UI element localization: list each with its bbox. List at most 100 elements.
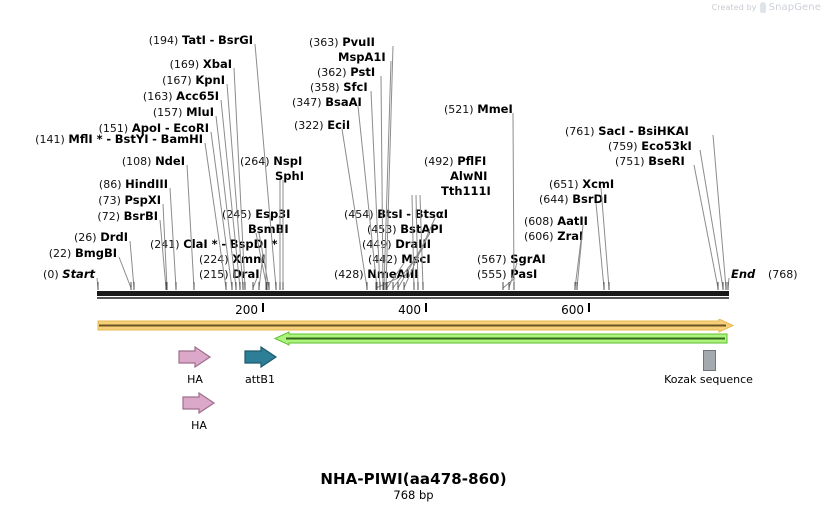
enzyme-label-mfli-bstyi-bamhi[interactable]: (141) MflI * - BstYI - BamHI <box>0 133 203 146</box>
enzyme-label-pflfi[interactable]: (492) PflFI <box>424 155 486 168</box>
enzyme-label-acc65i[interactable]: (163) Acc65I <box>0 90 219 103</box>
cds-track-arrow[interactable] <box>0 331 827 351</box>
enzyme-position: (759) <box>608 140 638 153</box>
enzyme-label-tth111i[interactable]: Tth111I <box>441 185 491 197</box>
enzyme-position: (555) <box>477 268 507 281</box>
enzyme-separator: - <box>106 132 112 146</box>
feature-arrow-attb1[interactable] <box>243 345 283 375</box>
sequence-end-label: End (768) <box>731 268 798 281</box>
enzyme-label-pspxi[interactable]: (73) PspXI <box>0 194 161 207</box>
enzyme-label-aatii[interactable]: (608) AatII <box>524 215 588 228</box>
enzyme-position: (651) <box>549 178 579 191</box>
enzyme-position: (73) <box>98 194 121 207</box>
enzyme-name: XbaI <box>202 57 232 71</box>
enzyme-label-apoi-ecori[interactable]: (151) ApoI - EcoRI <box>0 122 209 135</box>
enzyme-name: BspDI * <box>229 237 278 251</box>
enzyme-name: BmgBI <box>74 246 117 260</box>
enzyme-position: (358) <box>310 81 340 94</box>
enzyme-name: KpnI <box>195 73 225 87</box>
enzyme-label-bsrdi[interactable]: (644) BsrDI <box>539 193 607 206</box>
enzyme-label-xcmi[interactable]: (651) XcmI <box>549 178 614 191</box>
enzyme-label-pasi[interactable]: (555) PasI <box>477 268 537 281</box>
enzyme-label-nspi[interactable]: (264) NspI <box>240 155 302 168</box>
enzyme-name: AatII <box>557 214 588 228</box>
enzyme-label-bsrbi[interactable]: (72) BsrBI <box>0 210 158 223</box>
enzyme-name: SacI <box>598 124 626 138</box>
enzyme-label-tati-bsrgi[interactable]: (194) TatI - BsrGI <box>0 34 253 47</box>
enzyme-label-saci-bsihkai[interactable]: (761) SacI - BsiHKAI <box>565 125 689 138</box>
feature-label-ha-2: HA <box>191 419 207 432</box>
enzyme-position: (362) <box>317 66 347 79</box>
enzyme-label-alwni[interactable]: AlwNI <box>450 170 487 182</box>
orf-track-arrow[interactable] <box>0 319 827 343</box>
page-subtitle: 768 bp <box>393 488 434 502</box>
sequence-backbone-shadow <box>97 297 729 299</box>
enzyme-label-pvuii[interactable]: (363) PvuII <box>309 36 375 49</box>
feature-label-attb1: attB1 <box>245 373 275 386</box>
enzyme-position: (761) <box>565 125 595 138</box>
ruler-tick-200 <box>262 303 264 312</box>
enzyme-position: (428) <box>334 268 364 281</box>
watermark-brand: SnapGene <box>768 2 821 13</box>
feature-arrow-ha-2[interactable] <box>181 391 221 421</box>
enzyme-position: (322) <box>294 119 324 132</box>
enzyme-label-mlui[interactable]: (157) MluI <box>0 106 214 119</box>
enzyme-position: (141) <box>35 133 65 146</box>
enzyme-label-sgrai[interactable]: (567) SgrAI <box>477 253 546 266</box>
enzyme-position: (194) <box>148 34 179 47</box>
enzyme-label-bstapi[interactable]: (453) BstAPI <box>367 223 443 236</box>
enzyme-name: BstYI <box>114 132 149 146</box>
enzyme-name: BamHI <box>160 132 203 146</box>
enzyme-name: MluI <box>186 105 214 119</box>
enzyme-name: MmeI <box>477 102 513 116</box>
enzyme-label-bmgbi[interactable]: (22) BmgBI <box>0 247 117 260</box>
enzyme-label-ecii[interactable]: (322) EciI <box>294 119 350 132</box>
ruler-label-400: 400 <box>398 303 421 317</box>
enzyme-name: TatI <box>182 33 206 47</box>
end-position: (768) <box>767 268 798 281</box>
enzyme-label-mspa1i[interactable]: MspA1I <box>338 51 386 63</box>
enzyme-label-btsi-btsai[interactable]: (454) BtsI - BtsαI <box>344 208 448 221</box>
enzyme-name: BstAPI <box>400 222 443 236</box>
enzyme-position: (453) <box>367 223 397 236</box>
enzyme-position: (215) <box>199 268 229 281</box>
enzyme-name: SphI <box>275 169 304 183</box>
enzyme-label-bsaai[interactable]: (347) BsaAI <box>292 96 362 109</box>
enzyme-name: XcmI <box>582 177 615 191</box>
enzyme-label-mmei[interactable]: (521) MmeI <box>444 103 513 116</box>
enzyme-label-psti[interactable]: (362) PstI <box>317 66 375 79</box>
enzyme-name: PasI <box>510 267 538 281</box>
enzyme-label-zrai[interactable]: (606) ZraI <box>524 230 583 243</box>
enzyme-separator: - <box>406 207 412 221</box>
enzyme-name: BsrBI <box>123 209 158 223</box>
enzyme-label-ndei[interactable]: (108) NdeI <box>0 155 185 168</box>
enzyme-name: Tth111I <box>441 184 491 198</box>
leader-lines <box>96 43 730 290</box>
sequence-backbone[interactable] <box>97 291 729 296</box>
enzyme-position: (347) <box>292 96 322 109</box>
enzyme-label-hindiii[interactable]: (86) HindIII <box>0 178 168 191</box>
enzyme-label-bseri[interactable]: (751) BseRI <box>615 155 685 168</box>
enzyme-position: (606) <box>524 230 554 243</box>
enzyme-name: BsaAI <box>325 95 362 109</box>
enzyme-name: Acc65I <box>176 89 219 103</box>
enzyme-label-sphi[interactable]: SphI <box>275 170 304 182</box>
feature-arrow-ha-1[interactable] <box>177 345 217 375</box>
enzyme-label-bsmbi[interactable]: BsmBI <box>248 223 289 235</box>
feature-label-kozak-sequence: Kozak sequence <box>664 373 753 386</box>
enzyme-name: BtsI <box>377 207 403 221</box>
enzyme-position: (151) <box>98 122 129 135</box>
enzyme-separator: - <box>209 33 215 47</box>
enzyme-name: BtsαI <box>414 207 449 221</box>
enzyme-label-eco53ki[interactable]: (759) Eco53kI <box>608 140 692 153</box>
enzyme-label-xbai[interactable]: (169) XbaI <box>0 58 232 71</box>
enzyme-name: BsiHKAI <box>637 124 689 138</box>
start-position: (0) <box>43 268 59 281</box>
enzyme-label-sfci[interactable]: (358) SfcI <box>310 81 368 94</box>
enzyme-name: PstI <box>350 65 376 79</box>
feature-box-kozak-sequence[interactable] <box>703 350 716 371</box>
enzyme-label-drdi[interactable]: (26) DrdI <box>0 231 128 244</box>
enzyme-label-kpni[interactable]: (167) KpnI <box>0 74 225 87</box>
enzyme-name: BseRI <box>648 154 685 168</box>
